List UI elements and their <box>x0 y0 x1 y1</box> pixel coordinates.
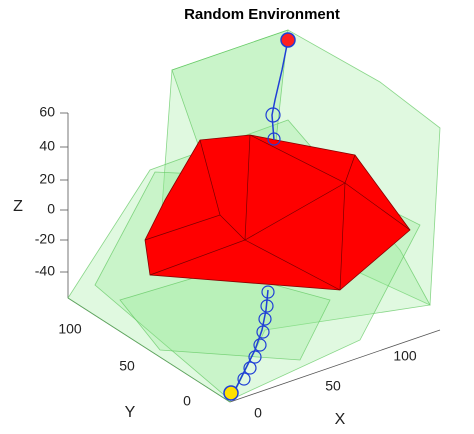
y-tick-label: 0 <box>183 393 191 409</box>
z-tick-label: 20 <box>39 171 55 187</box>
x-tick-label: 0 <box>254 405 262 421</box>
start-point <box>223 385 239 401</box>
goal-point <box>280 32 296 48</box>
obstacle-polyhedron <box>144 134 411 291</box>
z-tick-label: 60 <box>39 104 55 120</box>
x-tick-label: 50 <box>325 378 341 394</box>
y-tick-label: 100 <box>58 321 82 337</box>
chart-title: Random Environment <box>184 6 340 23</box>
y-tick-label: 50 <box>119 358 135 374</box>
path <box>223 32 296 401</box>
z-tick-label: 0 <box>47 201 55 217</box>
x-tick-label: 100 <box>393 348 417 364</box>
y-axis-label: Y <box>125 404 136 421</box>
z-axis-label: Z <box>13 198 23 215</box>
z-tick-label: 40 <box>39 138 55 154</box>
z-tick-label: -40 <box>35 263 55 279</box>
x-axis-label: X <box>335 411 346 428</box>
z-tick-label: -20 <box>35 231 55 247</box>
